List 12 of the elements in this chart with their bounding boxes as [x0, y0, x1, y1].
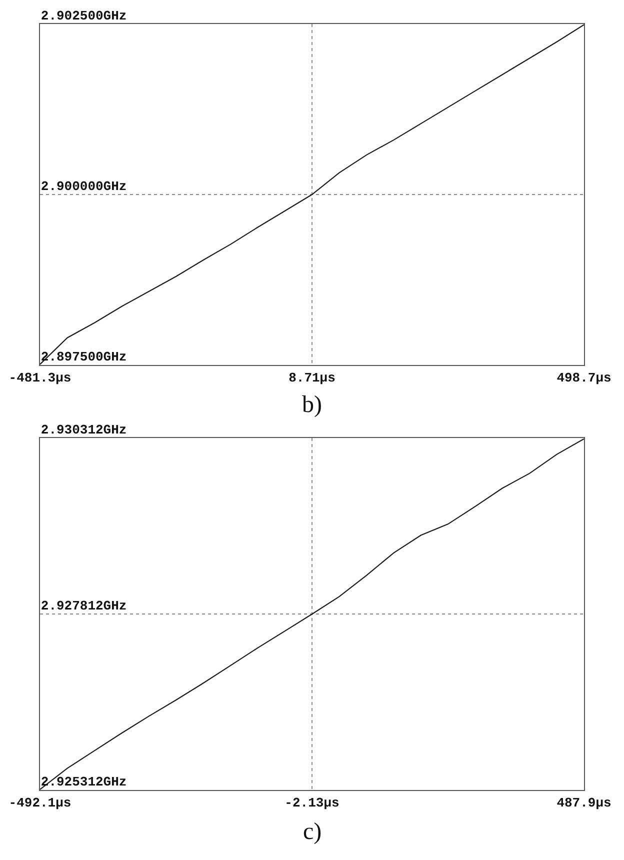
y-tick-label: 2.930312GHz: [40, 422, 127, 438]
x-tick-label: 487.9µs: [556, 796, 612, 811]
text: c): [303, 819, 322, 845]
y-tick-label: 2.900000GHz: [40, 178, 127, 194]
x-tick-label: 498.7µs: [556, 370, 612, 386]
x-tick-label: -2.13µs: [284, 796, 340, 811]
text: b): [302, 392, 322, 418]
y-tick-label: 2.927812GHz: [40, 598, 127, 614]
x-tick-label: -492.1µs: [8, 796, 72, 811]
y-tick-label: 2.902500GHz: [40, 8, 127, 24]
x-tick-label: 8.71µs: [288, 370, 336, 386]
x-tick-label: -481.3µs: [8, 370, 72, 386]
